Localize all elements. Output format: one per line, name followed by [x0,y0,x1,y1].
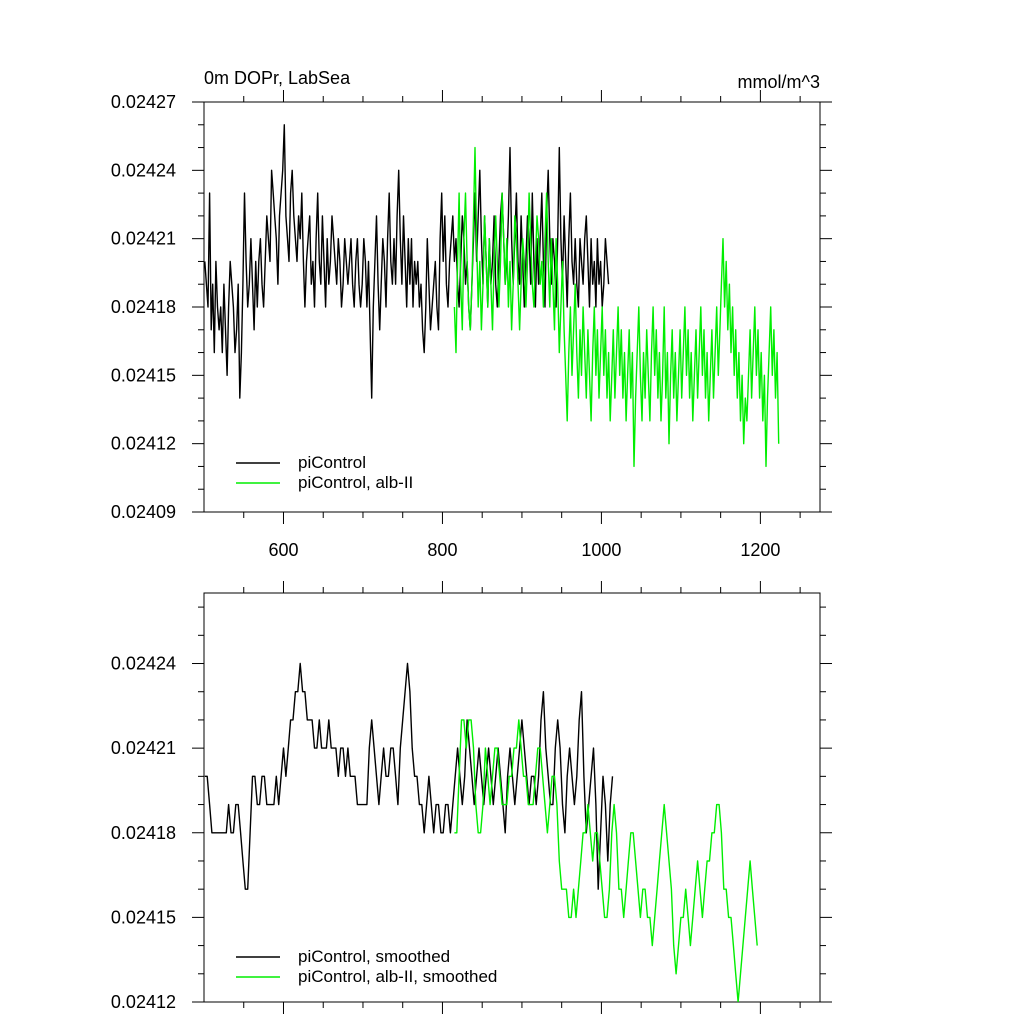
y-tick-label: 0.02424 [111,160,176,180]
series-line-picontrol-alb-ii [453,146,780,468]
x-tick-label: 800 [427,540,457,560]
series-line-picontrol-alb-ii-smoothed [454,719,758,1002]
plot-frame [203,592,821,1003]
y-tick-label: 0.02412 [111,992,176,1012]
legend-entry: piControl, smoothed [298,947,450,966]
y-tick-label: 0.02418 [111,823,176,843]
x-tick-label: 1000 [581,540,621,560]
y-tick-label: 0.02424 [111,654,176,674]
chart-title: 0m DOPr, LabSea [204,68,351,88]
series-line-picontrol-smoothed [204,662,614,890]
x-tick-label: 1200 [740,540,780,560]
y-tick-label: 0.02418 [111,297,176,317]
y-tick-label: 0.02427 [111,92,176,112]
y-tick-label: 0.02412 [111,434,176,454]
legend-entry: piControl [298,453,366,472]
y-tick-label: 0.02421 [111,229,176,249]
bottom-panel: 0.02412 0.02415 0.02418 0.02421 0.02424 piCon… [111,581,832,1014]
y-tick-label: 0.02421 [111,738,176,758]
legend-entry: piControl, alb-II [298,473,413,492]
legend-entry: piControl, alb-II, smoothed [298,967,497,986]
y-tick-label: 0.02409 [111,502,176,522]
y-tick-label: 0.02415 [111,907,176,927]
x-tick-label: 600 [268,540,298,560]
y-tick-label: 0.02415 [111,365,176,385]
series-line-picontrol [204,124,610,399]
top-panel: 600 800 1000 1200 0.02409 0.02412 0.02415 0.024… [111,90,832,560]
units-label: mmol/m^3 [738,72,820,92]
